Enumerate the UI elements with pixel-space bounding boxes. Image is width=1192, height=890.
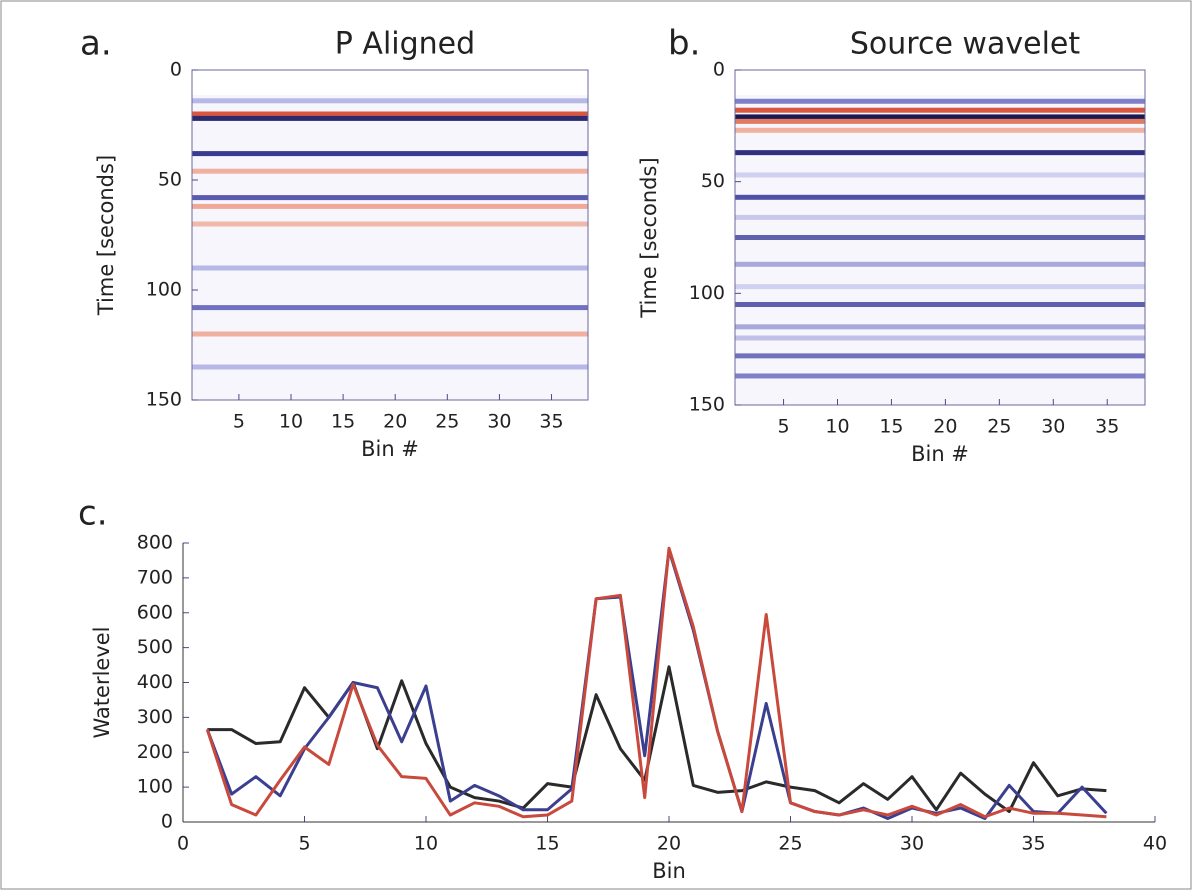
band [735,172,1145,178]
y-axis-label: Time [seconds] [637,157,661,318]
y-axis-label: Time [seconds] [94,155,118,316]
x-tick-label: 10 [825,416,849,438]
frame [191,69,589,401]
x-tick-label: 10 [414,833,438,855]
x-axis-label: Bin # [361,437,419,461]
x-tick-label: 5 [298,833,310,855]
band [735,114,1145,120]
y-tick-label: 50 [701,170,725,192]
band [735,118,1145,124]
band [192,364,588,370]
x-tick-label: 25 [987,416,1011,438]
x-tick-label: 15 [331,411,355,433]
chart-title: P Aligned [335,27,475,62]
y-tick-label: 300 [137,706,173,728]
band [192,168,588,174]
x-tick-label: 40 [1143,833,1167,855]
x-tick-label: 5 [778,416,790,438]
plot-area [192,95,588,400]
y-tick-label: 0 [170,59,182,81]
band [192,195,588,201]
band [735,150,1145,156]
x-axis-label: Bin [652,859,686,883]
x-tick-label: 15 [535,833,559,855]
band [735,324,1145,330]
panel-label: c. [78,494,108,534]
band [192,115,588,121]
y-tick-label: 200 [137,741,173,763]
x-tick-label: 35 [1021,833,1045,855]
x-tick-label: 35 [539,411,563,433]
y-tick-label: 400 [137,671,173,693]
x-tick-label: 25 [435,411,459,433]
panel-label: b. [668,24,700,64]
band [192,265,588,271]
band [735,335,1145,341]
series-line [205,546,1107,819]
y-tick-label: 0 [161,811,173,833]
y-tick-label: 150 [146,389,182,411]
x-tick-label: 30 [900,833,924,855]
band [735,194,1145,200]
band [735,373,1145,379]
x-axis-label: Bin # [911,442,969,466]
band [735,284,1145,290]
band [192,305,588,311]
band [735,302,1145,307]
y-tick-label: 100 [137,776,173,798]
x-tick-label: 15 [879,416,903,438]
band [735,127,1145,133]
panel-label: a. [80,24,112,64]
band [192,221,588,227]
band [735,353,1145,359]
x-tick-label: 35 [1095,416,1119,438]
y-tick-label: 100 [689,282,725,304]
x-tick-label: 5 [233,411,245,433]
frame [734,69,1146,406]
band [735,235,1145,240]
band [192,203,588,209]
band [192,151,588,157]
x-tick-label: 20 [383,411,407,433]
band [192,98,588,104]
y-tick-label: 600 [137,601,173,623]
y-tick-label: 150 [689,394,725,416]
band [735,214,1145,220]
y-tick-label: 700 [137,566,173,588]
x-tick-label: 30 [1041,416,1065,438]
x-tick-label: 25 [778,833,802,855]
band [192,111,588,117]
y-tick-label: 500 [137,636,173,658]
plot-area [735,95,1145,405]
x-tick-label: 20 [933,416,957,438]
x-tick-label: 0 [177,833,189,855]
band [735,98,1145,104]
band [192,331,588,337]
x-tick-label: 10 [279,411,303,433]
x-tick-label: 20 [657,833,681,855]
x-tick-label: 30 [487,411,511,433]
series-line [205,548,1108,821]
band [735,261,1145,267]
band [735,107,1145,113]
series-line [207,665,1107,814]
y-axis-label: Waterlevel [90,626,114,738]
y-tick-label: 0 [713,59,725,81]
y-tick-label: 800 [137,532,173,554]
y-tick-label: 100 [146,279,182,301]
chart-title: Source wavelet [850,27,1080,62]
y-tick-label: 50 [158,169,182,191]
